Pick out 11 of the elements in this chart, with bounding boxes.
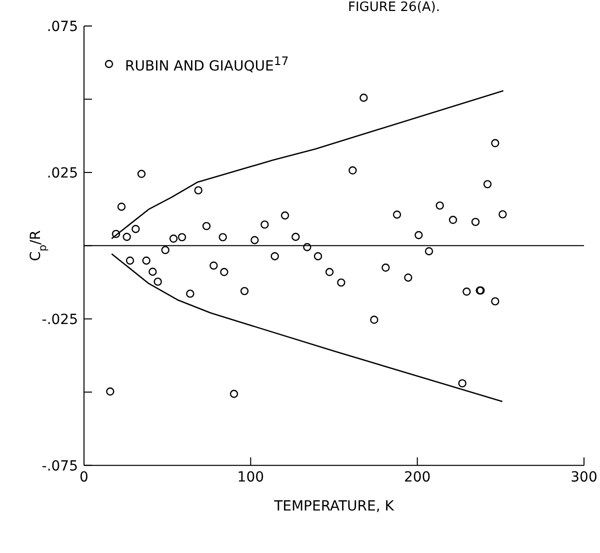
x-tick-label: 0 [80,469,88,486]
y-tick-label: .025 [46,165,78,182]
x-tick-label: 100 [237,469,264,486]
chart-title: FIGURE 26(A). [347,0,441,15]
x-axis-title: TEMPERATURE, K [273,498,395,514]
y-tick-label: -.075 [42,458,78,474]
x-tick-label: 300 [570,469,598,486]
y-tick-label: -.025 [42,312,78,328]
x-tick-label: 200 [404,469,431,486]
legend-label: RUBIN AND GIAUQUE$^{17}$ [125,54,289,75]
y-tick-label: .075 [46,18,78,35]
